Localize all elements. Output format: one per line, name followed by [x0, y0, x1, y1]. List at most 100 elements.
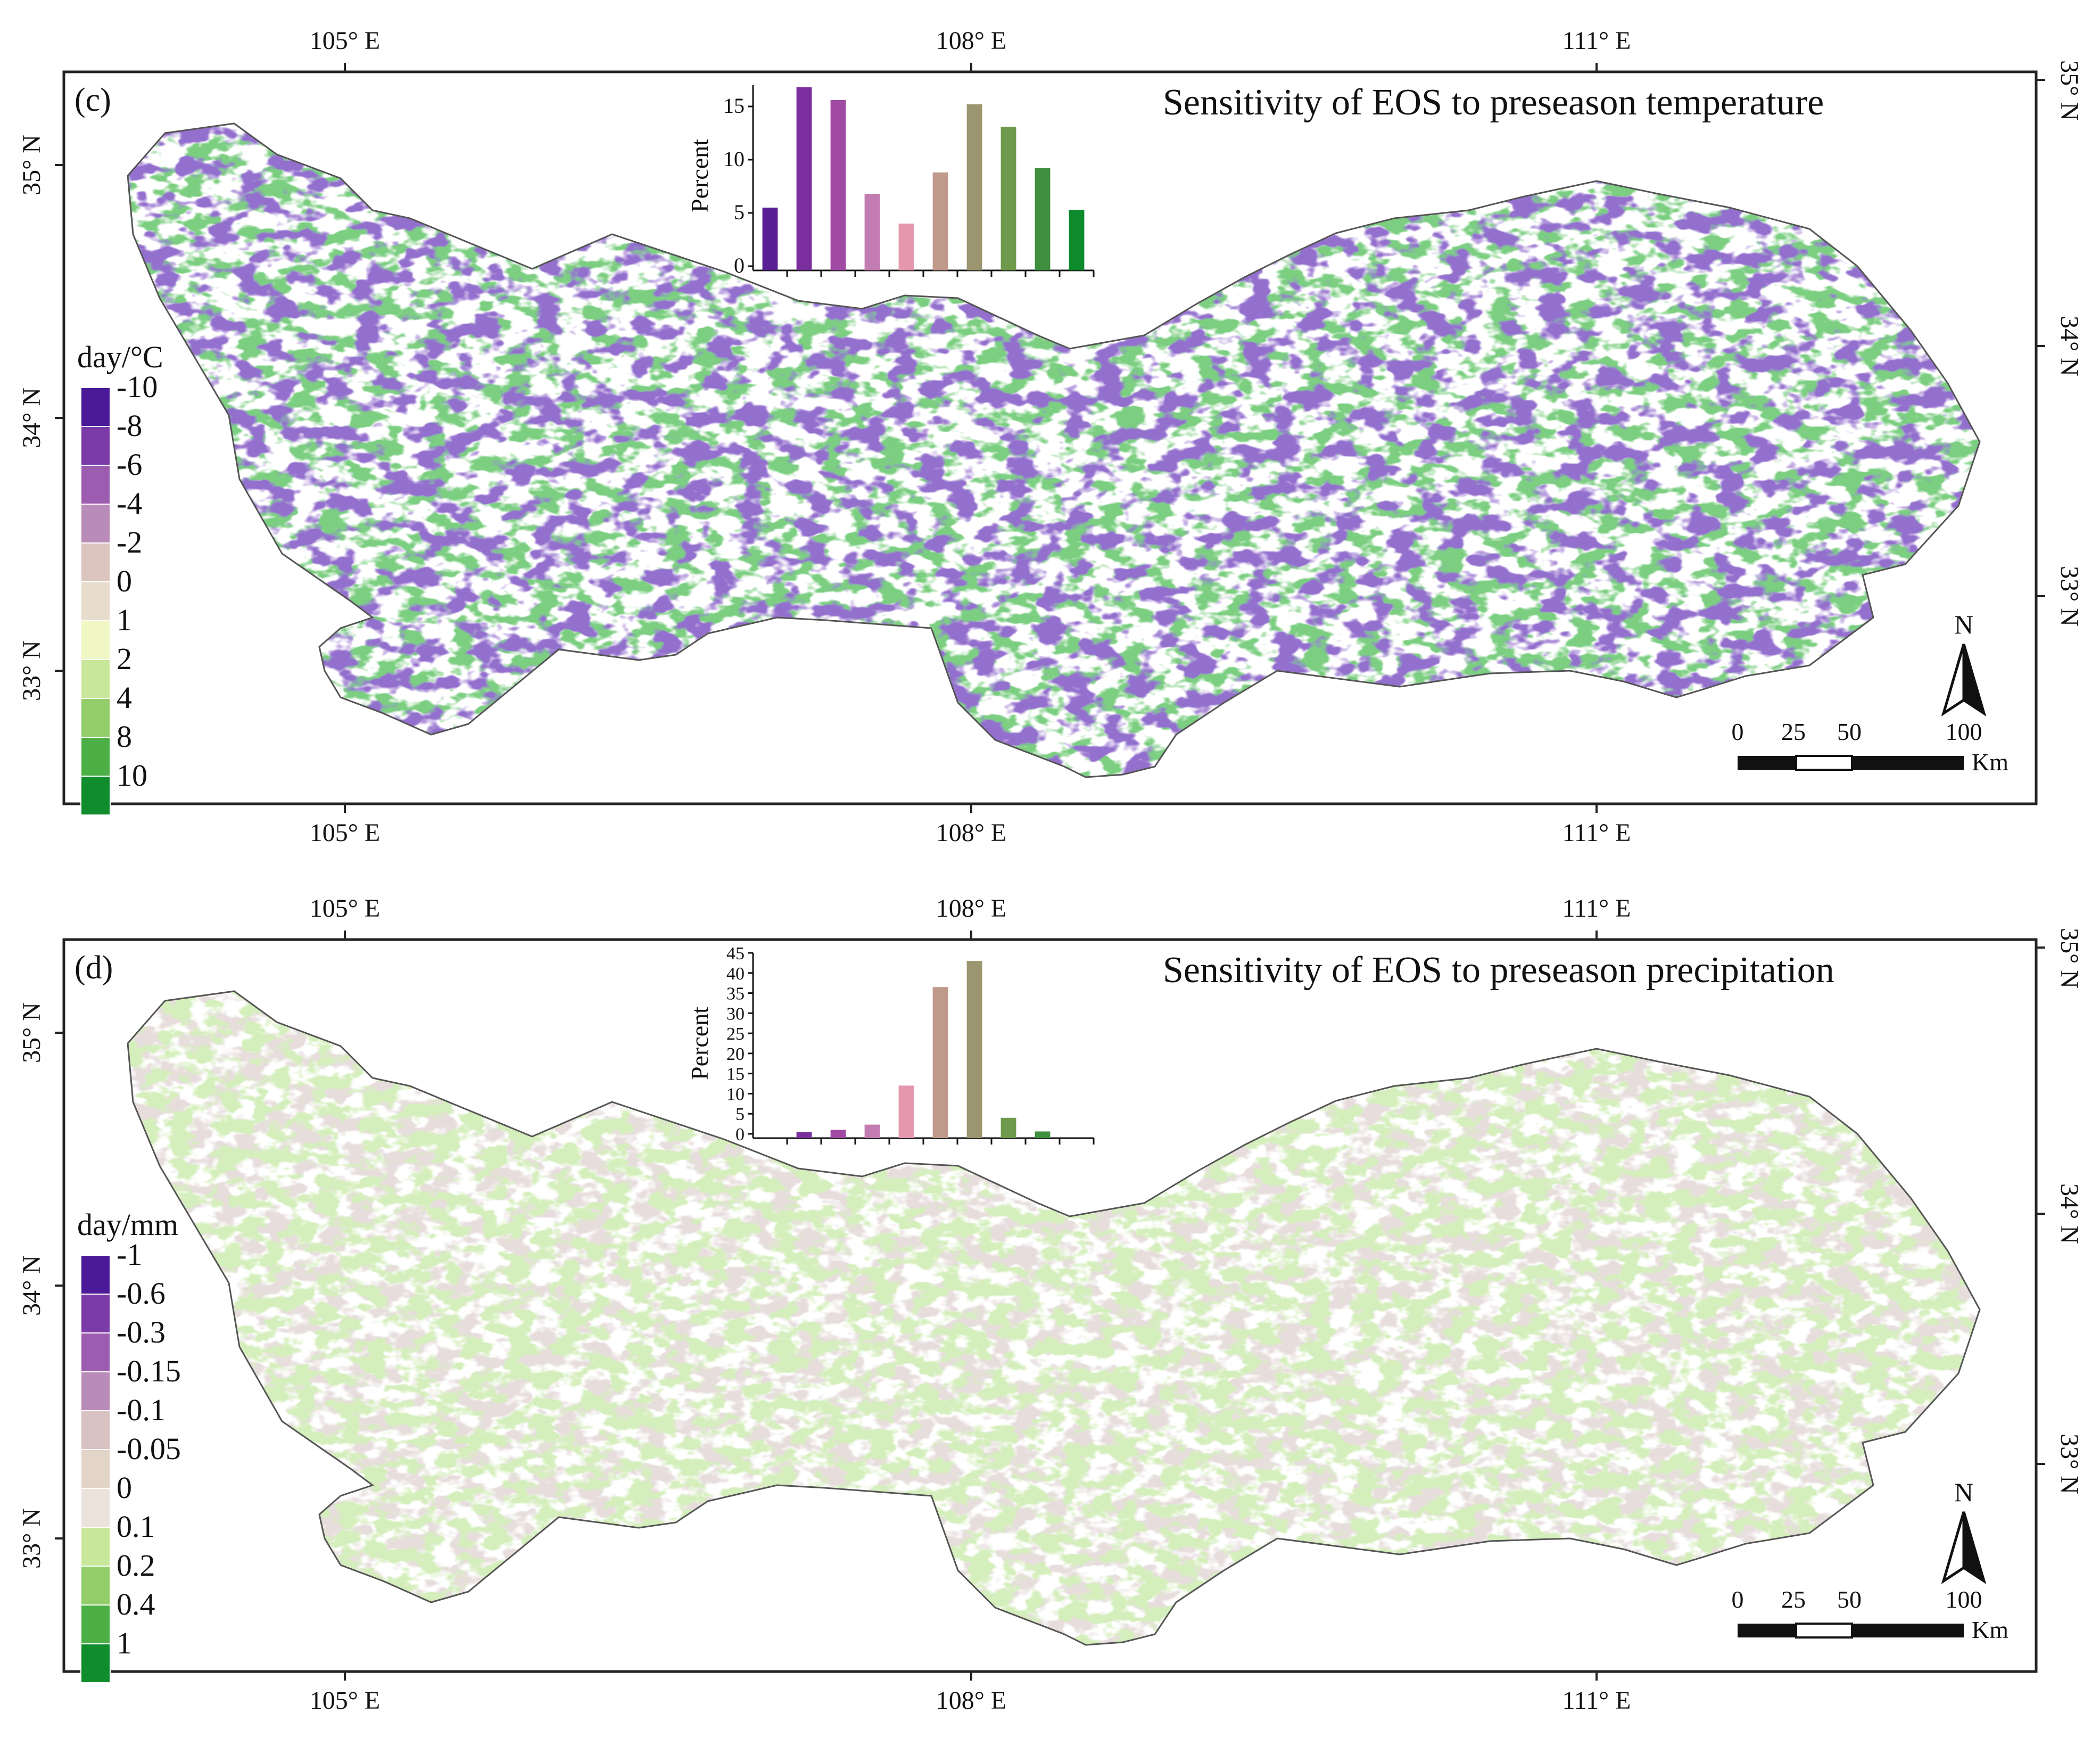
legend-label: 10 [117, 758, 147, 793]
legend-swatch [80, 698, 111, 738]
lon-tick-label: 105° E [310, 1686, 381, 1715]
legend-swatch [80, 1449, 111, 1489]
legend-label: -0.1 [117, 1393, 166, 1427]
histogram-bar [898, 1085, 914, 1138]
legend-label: -8 [117, 408, 142, 443]
y-tick-label: 15 [723, 94, 745, 118]
y-axis-label: Percent [686, 1007, 713, 1080]
scale-tick: 25 [1781, 718, 1806, 745]
lat-tick-label: 34° N [18, 1255, 46, 1316]
y-tick-label: 30 [726, 1004, 745, 1024]
legend-swatch [80, 1604, 111, 1644]
lon-tick-label: 111° E [1562, 894, 1631, 923]
scale-tick: 0 [1732, 718, 1744, 745]
legend-label: -10 [117, 369, 158, 404]
lon-tick-label: 105° E [310, 894, 381, 923]
inset-histogram: 0 5 10 15 Percent [686, 85, 1095, 277]
legend-swatch [80, 620, 111, 660]
y-tick-label: 5 [734, 200, 745, 224]
histogram-bar [830, 1130, 846, 1138]
north-arrow: N [1941, 610, 1987, 717]
lat-ticks-right: 35° N 34° N 33° N [2036, 928, 2084, 1494]
legend-swatch [80, 1255, 111, 1295]
scale-tick: 50 [1837, 1586, 1862, 1613]
lat-tick-label: 35° N [2055, 60, 2084, 121]
legend-label: 1 [117, 603, 132, 637]
histogram-bar [830, 100, 846, 270]
scale-bar: 0 25 50 100 Km [1732, 718, 2009, 776]
scale-bar: 0 25 50 100 Km [1732, 1586, 2009, 1643]
lon-ticks-top: 105° E 108° E 111° E [310, 27, 1631, 72]
y-tick-label: 25 [726, 1024, 745, 1044]
legend-label: 0.1 [117, 1509, 155, 1544]
panel-d: 105° E 108° E 111° E 105° E 108° E 111° … [18, 894, 2084, 1715]
lon-tick-label: 111° E [1562, 1686, 1631, 1715]
y-tick-label: 10 [723, 147, 745, 171]
lat-ticks-left: 35° N 34° N 33° N [18, 1002, 64, 1569]
legend-swatch [80, 1371, 111, 1411]
panel-title: Sensitivity of EOS to preseason precipit… [1163, 950, 1834, 991]
legend-label: -0.3 [117, 1315, 166, 1349]
histogram-bar [1069, 210, 1085, 270]
scale-unit: Km [1972, 1616, 2008, 1643]
scale-tick: 50 [1837, 718, 1862, 745]
histogram-bar [1001, 127, 1016, 270]
legend-label: 0.2 [117, 1548, 155, 1583]
histogram-bar [966, 961, 982, 1138]
panel-title: Sensitivity of EOS to preseason temperat… [1163, 82, 1824, 123]
y-tick-label: 10 [726, 1084, 745, 1104]
lon-tick-label: 105° E [310, 27, 381, 55]
lat-ticks-right: 35° N 34° N 33° N [2036, 60, 2084, 627]
y-tick-label: 40 [726, 964, 745, 984]
lon-tick-label: 108° E [936, 1686, 1007, 1715]
map-frame [62, 938, 2038, 1673]
legend-label: -1 [117, 1237, 142, 1272]
legend-label: 0 [117, 1470, 132, 1505]
lat-tick-label: 34° N [18, 388, 46, 448]
lon-tick-label: 105° E [310, 819, 381, 847]
lon-tick-label: 108° E [936, 819, 1007, 847]
histogram-bar [796, 1132, 812, 1138]
histogram-bar [932, 987, 948, 1138]
legend-label: -0.15 [117, 1354, 181, 1388]
sensitivity-raster [128, 124, 1980, 777]
lat-tick-label: 33° N [2055, 566, 2084, 627]
panel-label: (c) [75, 82, 111, 118]
lon-tick-label: 108° E [936, 894, 1007, 923]
lon-tick-label: 111° E [1562, 27, 1631, 55]
legend-label: -6 [117, 447, 142, 482]
north-arrow: N [1941, 1477, 1987, 1584]
histogram-bar [1035, 1131, 1051, 1138]
y-axis-label: Percent [686, 139, 713, 212]
legend-swatch [80, 1332, 111, 1372]
legend-label: -0.05 [117, 1431, 181, 1466]
legend-swatch [80, 465, 111, 505]
legend-label: 0 [117, 564, 132, 598]
lat-tick-label: 33° N [18, 640, 46, 701]
lon-ticks-bottom: 105° E 108° E 111° E [310, 804, 1631, 847]
legend-swatch [80, 581, 111, 621]
scale-tick: 25 [1781, 1586, 1806, 1613]
histogram-bar [762, 208, 778, 270]
legend-label: 2 [117, 641, 132, 676]
y-tick-label: 15 [726, 1065, 745, 1084]
legend-swatch [80, 1294, 111, 1333]
legend-swatch [80, 659, 111, 699]
histogram-bar [796, 87, 812, 270]
legend-swatch [80, 737, 111, 777]
legend-swatch [80, 426, 111, 466]
legend-unit: day/mm [77, 1207, 178, 1242]
legend-swatch [80, 1488, 111, 1528]
lat-tick-label: 35° N [18, 135, 46, 195]
legend-swatch [80, 504, 111, 544]
scale-unit: Km [1972, 748, 2008, 776]
legend-label: -4 [117, 486, 142, 521]
scale-tick: 100 [1946, 1586, 1982, 1613]
lon-tick-label: 108° E [936, 27, 1007, 55]
y-tick-label: 5 [735, 1105, 745, 1124]
histogram-bar [1001, 1117, 1016, 1138]
panel-label: (d) [75, 950, 113, 986]
lon-tick-label: 111° E [1562, 819, 1631, 847]
legend-swatch [80, 542, 111, 582]
north-label: N [1954, 610, 1973, 639]
